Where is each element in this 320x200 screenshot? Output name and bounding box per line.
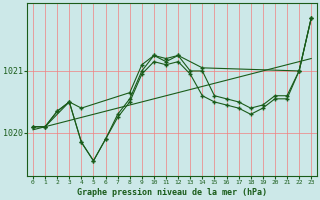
X-axis label: Graphe pression niveau de la mer (hPa): Graphe pression niveau de la mer (hPa) bbox=[77, 188, 267, 197]
